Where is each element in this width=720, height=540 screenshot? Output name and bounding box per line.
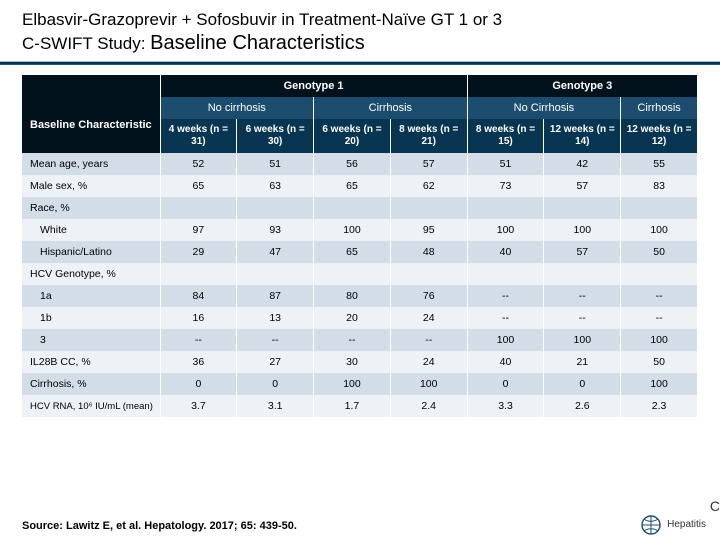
- table-row: Male sex, %65636562735783: [22, 175, 698, 197]
- table-row: Race, %: [22, 197, 698, 219]
- slide-title: Elbasvir-Grazoprevir + Sofosbuvir in Tre…: [0, 0, 720, 61]
- table-row: 1a84878076------: [22, 285, 698, 307]
- header-row-1: Genotype 1 Genotype 3: [22, 75, 698, 97]
- table-container: Genotype 1 Genotype 3 Baseline Character…: [0, 65, 720, 417]
- table-row: Cirrhosis, %0010010000100: [22, 373, 698, 395]
- table-row: IL28B CC, %36273024402150: [22, 351, 698, 373]
- title-line-2: C-SWIFT Study: Baseline Characteristics: [22, 32, 698, 55]
- table-row: White979310095100100100: [22, 219, 698, 241]
- table-row: Hispanic/Latino29476548405750: [22, 241, 698, 263]
- col-3: 8 weeks (n = 21): [390, 119, 467, 153]
- col-1: 6 weeks (n = 30): [237, 119, 314, 153]
- col-2: 6 weeks (n = 20): [314, 119, 391, 153]
- col-0: 4 weeks (n = 31): [160, 119, 237, 153]
- source-citation: Source: Lawitz E, et al. Hepatology. 201…: [22, 520, 297, 532]
- baseline-table: Genotype 1 Genotype 3 Baseline Character…: [22, 75, 698, 417]
- logo-text: Hepatitis: [667, 520, 706, 530]
- title-line-1: Elbasvir-Grazoprevir + Sofosbuvir in Tre…: [22, 10, 698, 30]
- col-4: 8 weeks (n = 15): [467, 119, 544, 153]
- table-row: 3--------100100100: [22, 329, 698, 351]
- hdr-nocirr-2: No Cirrhosis: [467, 97, 621, 119]
- hdr-nocirr-1: No cirrhosis: [160, 97, 314, 119]
- hdr-gt3: Genotype 3: [467, 75, 697, 97]
- table-row: HCV RNA, 10⁶ IU/mL (mean)3.73.11.72.43.3…: [22, 395, 698, 417]
- col-5: 12 weeks (n = 14): [544, 119, 621, 153]
- hdr-cirr-2: Cirrhosis: [621, 97, 698, 119]
- header-row-2: Baseline Characteristic No cirrhosis Cir…: [22, 97, 698, 119]
- hdr-baseline: Baseline Characteristic: [22, 97, 160, 153]
- study-name: C-SWIFT Study:: [22, 34, 145, 53]
- subtitle: Baseline Characteristics: [150, 32, 365, 54]
- footer-logo: Hepatitis: [640, 514, 706, 536]
- hdr-gt1: Genotype 1: [160, 75, 467, 97]
- table-row: HCV Genotype, %: [22, 263, 698, 285]
- globe-icon: [640, 514, 662, 536]
- table-row: 1b16132024------: [22, 307, 698, 329]
- col-6: 12 weeks (n = 12): [621, 119, 698, 153]
- table-row: Mean age, years52515657514255: [22, 153, 698, 175]
- hdr-cirr-1: Cirrhosis: [314, 97, 468, 119]
- corner-letter: C: [710, 498, 720, 514]
